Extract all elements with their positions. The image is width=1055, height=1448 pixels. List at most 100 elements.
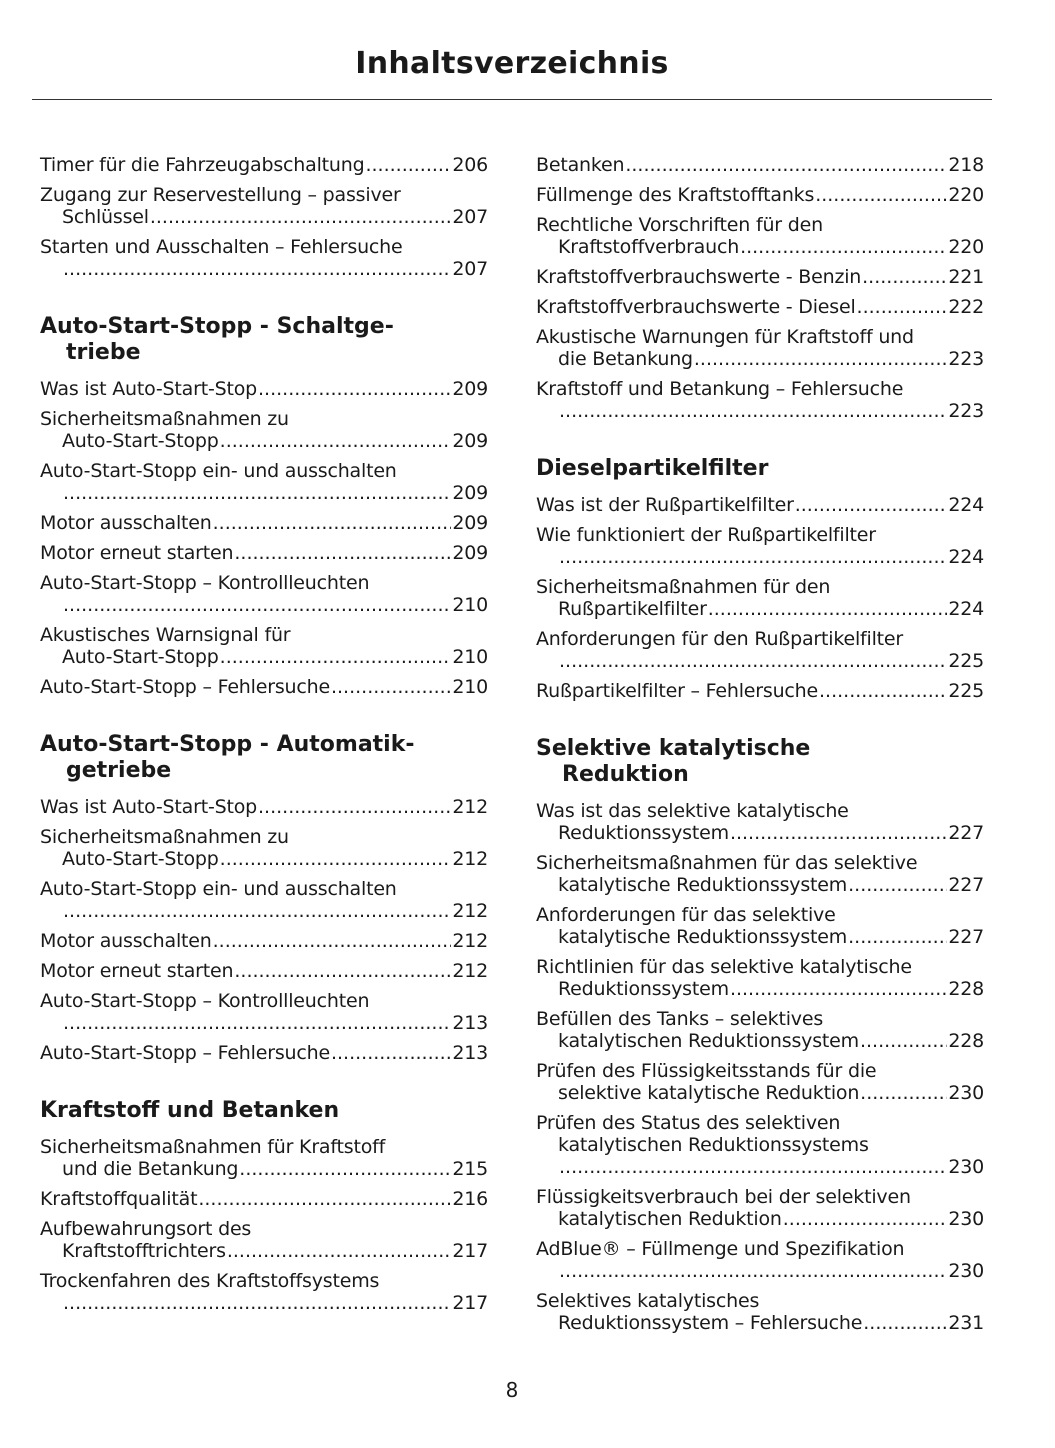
toc-entry[interactable]: AdBlue® – Füllmenge und Spezifikation 230 <box>536 1230 984 1282</box>
toc-entry[interactable]: Auto-Start-Stopp – Kontrollleuchten 213 <box>40 982 488 1034</box>
toc-entry[interactable]: Auto-Start-Stopp – Fehlersuche 210 <box>40 668 488 698</box>
toc-entry[interactable]: Kraftstoffverbrauchswerte - Diesel 222 <box>536 288 984 318</box>
page-ref: 217 <box>452 1292 488 1314</box>
page-ref: 213 <box>452 1042 488 1064</box>
toc-entry[interactable]: Auto-Start-Stopp ein- und ausschalten 209 <box>40 452 488 504</box>
entry-title: katalytischen Reduktion <box>558 1208 782 1230</box>
page-ref: 209 <box>452 430 488 452</box>
toc-entry[interactable]: Akustisches Warnsignal für Auto-Start-Sto… <box>40 616 488 668</box>
toc-entry[interactable]: Timer für die Fahrzeugabschaltung 206 <box>40 146 488 176</box>
dot-leader <box>860 1082 947 1104</box>
dot-leader <box>862 266 947 288</box>
page-ref: 210 <box>452 646 488 668</box>
dot-leader <box>234 960 451 982</box>
toc-entry[interactable]: Was ist Auto-Start-Stop 209 <box>40 370 488 400</box>
toc-entry[interactable]: Auto-Start-Stopp – Kontrollleuchten 210 <box>40 564 488 616</box>
entry-title: Auto-Start-Stopp <box>62 646 219 668</box>
toc-entry[interactable]: Motor ausschalten 212 <box>40 922 488 952</box>
entry-last-line: katalytische Reduktionssystem 227 <box>536 874 984 896</box>
page-ref: 230 <box>948 1082 984 1104</box>
entry-title: Befüllen des Tanks – selektives <box>536 1008 824 1030</box>
entry-title: Trockenfahren des Kraftstoffsystems <box>40 1270 380 1292</box>
toc-entry[interactable]: Befüllen des Tanks – selektives katalytis… <box>536 1000 984 1052</box>
toc-entry[interactable]: Starten und Ausschalten – Fehlersuche 207 <box>40 228 488 280</box>
toc-entry[interactable]: Sicherheitsmaßnahmen für den Rußpartikelf… <box>536 568 984 620</box>
entry-title: Kraftstoffqualität <box>40 1188 198 1210</box>
entry-title: die Betankung <box>558 348 693 370</box>
toc-entry[interactable]: Flüssigkeitsverbrauch bei der selektiven… <box>536 1178 984 1230</box>
entry-last-line: Füllmenge des Kraftstofftanks 220 <box>536 184 984 206</box>
toc-entry[interactable]: Akustische Warnungen für Kraftstoff und d… <box>536 318 984 370</box>
entry-last-line: Auto-Start-Stopp – Fehlersuche 213 <box>40 1042 488 1064</box>
toc-entry[interactable]: Motor erneut starten 212 <box>40 952 488 982</box>
toc-entry[interactable]: Anforderungen für das selektive katalytis… <box>536 896 984 948</box>
toc-entry[interactable]: Auto-Start-Stopp – Fehlersuche 213 <box>40 1034 488 1064</box>
title-divider <box>32 99 992 100</box>
toc-entry[interactable]: Auto-Start-Stopp ein- und ausschalten 212 <box>40 870 488 922</box>
toc-entry[interactable]: Kraftstoffqualität 216 <box>40 1180 488 1210</box>
section-heading: Dieselpartikelfilter <box>536 456 984 482</box>
dot-leader <box>213 930 452 952</box>
toc-entry[interactable]: Rechtliche Vorschriften für den Kraftstof… <box>536 206 984 258</box>
entry-title: Reduktionssystem – Fehlersuche <box>558 1312 863 1334</box>
entry-title: katalytischen Reduktionssystem <box>558 1030 859 1052</box>
toc-entry[interactable]: Wie funktioniert der Rußpartikelfilter 22… <box>536 516 984 568</box>
heading-line: Reduktion <box>562 762 689 787</box>
page-ref: 222 <box>948 296 984 318</box>
entry-last-line: Auto-Start-Stopp 212 <box>40 848 488 870</box>
toc-entry[interactable]: Kraftstoff und Betankung – Fehlersuche 22… <box>536 370 984 422</box>
page-ref: 218 <box>948 154 984 176</box>
toc-entry[interactable]: Prüfen des Status des selektiven katalyti… <box>536 1104 984 1178</box>
toc-column-right: Betanken 218 Füllmenge des Kraftstofftanks… <box>536 146 984 1334</box>
page-ref: 209 <box>452 378 488 400</box>
entry-last-line: Reduktionssystem 227 <box>536 822 984 844</box>
entry-title: Sicherheitsmaßnahmen zu <box>40 826 289 848</box>
toc-entry[interactable]: Anforderungen für den Rußpartikelfilter 2… <box>536 620 984 672</box>
entry-title: Starten und Ausschalten – Fehlersuche <box>40 236 403 258</box>
toc-entry[interactable]: Trockenfahren des Kraftstoffsystems 217 <box>40 1262 488 1314</box>
entry-last-line: Schlüssel 207 <box>40 206 488 228</box>
toc-entry[interactable]: Motor ausschalten 209 <box>40 504 488 534</box>
dot-leader <box>63 258 451 280</box>
entry-last-line: Reduktionssystem – Fehlersuche 231 <box>536 1312 984 1334</box>
toc-entry[interactable]: Was ist Auto-Start-Stop 212 <box>40 788 488 818</box>
entry-title: Prüfen des Status des selektiven <box>536 1112 841 1134</box>
entry-last-line: Was ist Auto-Start-Stop 212 <box>40 796 488 818</box>
toc-entry[interactable]: Rußpartikelfilter – Fehlersuche 225 <box>536 672 984 702</box>
toc-entry[interactable]: Sicherheitsmaßnahmen für Kraftstoff und d… <box>40 1128 488 1180</box>
page-ref: 230 <box>948 1208 984 1230</box>
section-heading: Kraftstoff und Betanken <box>40 1098 488 1124</box>
entry-last-line: Rußpartikelfilter 224 <box>536 598 984 620</box>
toc-entry[interactable]: Motor erneut starten 209 <box>40 534 488 564</box>
dot-leader <box>63 594 451 616</box>
dot-leader <box>220 848 452 870</box>
page-ref: 223 <box>948 400 984 422</box>
toc-entry[interactable]: Was ist das selektive katalytische Redukt… <box>536 792 984 844</box>
dot-leader <box>795 494 948 516</box>
entry-last-line: selektive katalytische Reduktion 230 <box>536 1082 984 1104</box>
toc-entry[interactable]: Richtlinien für das selektive katalytisc… <box>536 948 984 1000</box>
toc-entry[interactable]: Zugang zur Reservestellung – passiver Sch… <box>40 176 488 228</box>
toc-entry[interactable]: Prüfen des Flüssigkeitsstands für die sel… <box>536 1052 984 1104</box>
toc-entry[interactable]: Sicherheitsmaßnahmen für das selektive ka… <box>536 844 984 896</box>
toc-entry[interactable]: Kraftstoffverbrauchswerte - Benzin 221 <box>536 258 984 288</box>
dot-leader <box>740 236 947 258</box>
page-ref: 206 <box>452 154 488 176</box>
toc-entry[interactable]: Betanken 218 <box>536 146 984 176</box>
entry-last-line: 224 <box>536 546 984 568</box>
entry-title: Kraftstoffverbrauch <box>558 236 740 258</box>
page-ref: 221 <box>948 266 984 288</box>
toc-entry[interactable]: Füllmenge des Kraftstofftanks 220 <box>536 176 984 206</box>
entry-last-line: 230 <box>536 1156 984 1178</box>
toc-entry[interactable]: Selektives katalytisches Reduktionssystem… <box>536 1282 984 1334</box>
dot-leader <box>63 900 451 922</box>
toc-entry[interactable]: Was ist der Rußpartikelfilter 224 <box>536 486 984 516</box>
dot-leader <box>220 646 452 668</box>
entry-title: Auto-Start-Stopp <box>62 848 219 870</box>
page-title: Inhaltsverzeichnis <box>355 46 669 81</box>
dot-leader <box>331 676 451 698</box>
page-ref: 217 <box>452 1240 488 1262</box>
